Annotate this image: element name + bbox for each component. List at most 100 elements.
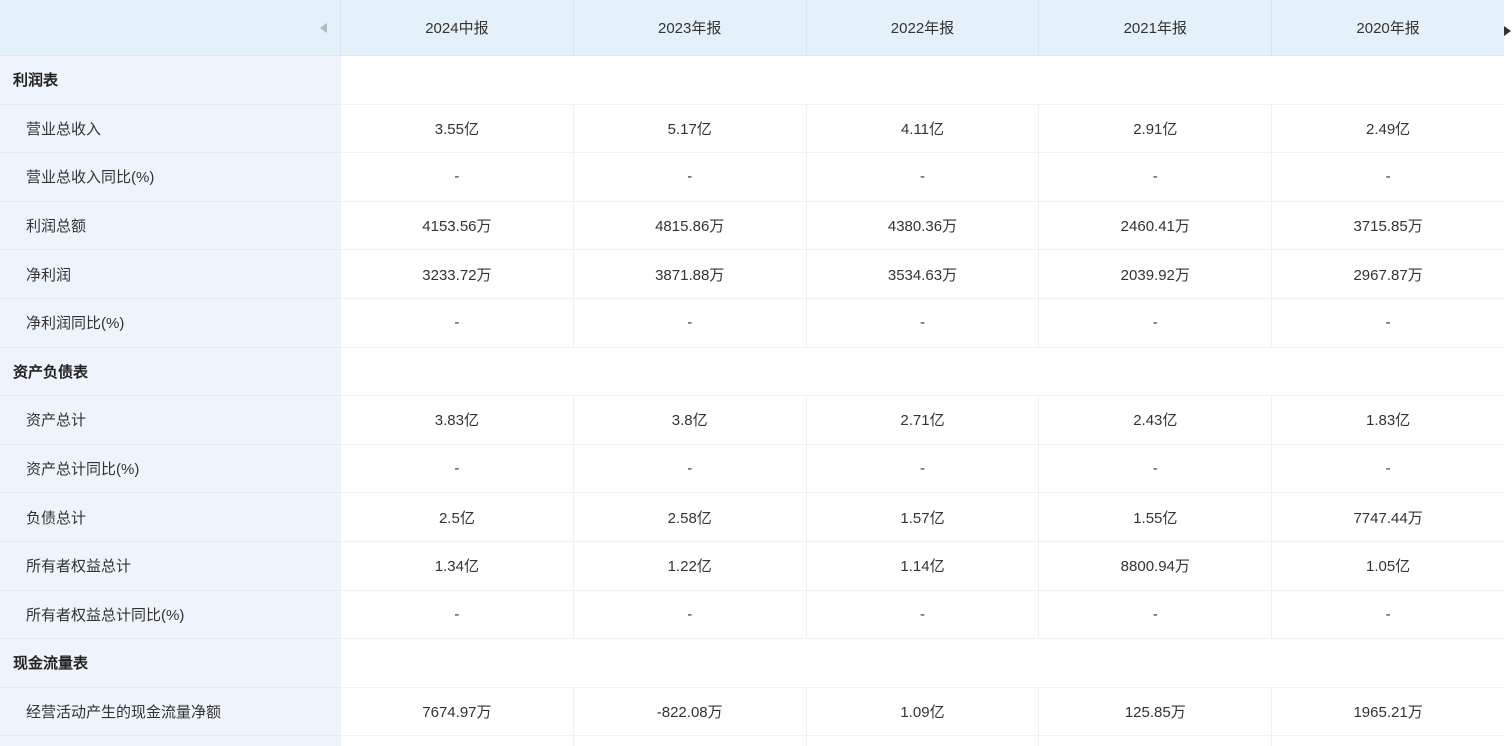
value-cell: 4.11亿 [805, 104, 1039, 154]
table-row: 资产总计同比(%) - - - - - [0, 444, 1504, 494]
value-cell: 1965.21万 [1271, 687, 1504, 737]
prev-period-arrow-icon[interactable] [320, 22, 327, 33]
value-cell: - [340, 590, 573, 640]
row-label: 所有者权益总计同比(%) [0, 590, 340, 640]
value-cell: - [1271, 298, 1504, 348]
value-cell: 7674.97万 [340, 687, 573, 737]
value-cell: 3871.88万 [572, 250, 806, 299]
row-label: 营业总收入 [0, 104, 340, 154]
table-row: 所有者权益总计同比(%) - - - - - [0, 590, 1504, 640]
value-cell: 2967.87万 [1271, 250, 1504, 299]
value-cell: 1.05亿 [1271, 541, 1504, 591]
table-row: 资产总计 3.83亿 3.8亿 2.71亿 2.43亿 1.83亿 [0, 396, 1504, 445]
section-row: 资产负债表 [0, 347, 1504, 397]
value-cell: 1.55亿 [1038, 493, 1272, 542]
value-cell: 2.91亿 [1038, 104, 1272, 154]
value-cell: 1.09亿 [805, 687, 1039, 737]
table-row: 负债总计 2.5亿 2.58亿 1.57亿 1.55亿 7747.44万 [0, 493, 1504, 542]
value-cell: 1.83亿 [1271, 396, 1504, 445]
value-cell: - [340, 298, 573, 348]
value-cell: - [572, 298, 806, 348]
value-cell: - [572, 444, 806, 494]
row-label: 净利润 [0, 250, 340, 299]
table-row: 经营活动产生的现金流量净额 7674.97万 -822.08万 1.09亿 125.85… [0, 687, 1504, 737]
row-label: 资产总计同比(%) [0, 444, 340, 494]
row-label: 资产总计 [0, 396, 340, 445]
value-cell: 1.14亿 [805, 541, 1039, 591]
table-corner-cell [0, 0, 340, 56]
value-cell: - [805, 298, 1039, 348]
right-gutter [1504, 0, 1512, 746]
value-cell: 1.34亿 [340, 541, 573, 591]
row-label: 净利润同比(%) [0, 298, 340, 348]
value-cell: 2.49亿 [1271, 104, 1504, 154]
row-label: 营业总收入同比(%) [0, 153, 340, 202]
value-cell: - [805, 590, 1039, 640]
value-cell: - [340, 153, 573, 202]
value-cell: - [1038, 590, 1272, 640]
value-cell: 125.85万 [1038, 687, 1272, 737]
row-label [0, 736, 340, 746]
period-header-cell[interactable]: 2020年报 [1271, 0, 1504, 56]
value-cell: 2.5亿 [340, 493, 573, 542]
value-cell: 7747.44万 [1271, 493, 1504, 542]
value-cell: 3233.72万 [340, 250, 573, 299]
value-cell: - [1038, 444, 1272, 494]
value-cell: 2.43亿 [1038, 396, 1272, 445]
table-row: 净利润同比(%) - - - - - [0, 298, 1504, 348]
value-cell: - [572, 590, 806, 640]
value-cell: 3.55亿 [340, 104, 573, 154]
table-row: 营业总收入 3.55亿 5.17亿 4.11亿 2.91亿 2.49亿 [0, 104, 1504, 154]
value-cell [805, 736, 1039, 746]
value-cell: 3715.85万 [1271, 201, 1504, 251]
value-cell: 8800.94万 [1038, 541, 1272, 591]
table-row-partial [0, 736, 1504, 746]
table-row: 净利润 3233.72万 3871.88万 3534.63万 2039.92万 2967.… [0, 250, 1504, 299]
value-cell: - [1271, 444, 1504, 494]
table-row: 所有者权益总计 1.34亿 1.22亿 1.14亿 8800.94万 1.05亿 [0, 541, 1504, 591]
section-title: 现金流量表 [0, 639, 340, 688]
value-cell: - [1038, 298, 1272, 348]
value-cell: - [572, 153, 806, 202]
value-cell [1271, 736, 1504, 746]
value-cell: - [805, 444, 1039, 494]
value-cell: 4380.36万 [805, 201, 1039, 251]
value-cell: 2039.92万 [1038, 250, 1272, 299]
next-period-arrow-icon[interactable] [1504, 26, 1511, 36]
section-title: 利润表 [0, 56, 340, 105]
value-cell: 3534.63万 [805, 250, 1039, 299]
value-cell: - [1271, 153, 1504, 202]
value-cell: - [340, 444, 573, 494]
value-cell: - [1271, 590, 1504, 640]
section-row: 现金流量表 [0, 639, 1504, 688]
section-title: 资产负债表 [0, 347, 340, 397]
section-spacer [340, 639, 1504, 688]
period-header-row: 2024中报 2023年报 2022年报 2021年报 2020年报 [0, 0, 1504, 56]
value-cell: 4153.56万 [340, 201, 573, 251]
value-cell: 1.57亿 [805, 493, 1039, 542]
value-cell: 2.58亿 [572, 493, 806, 542]
section-spacer [340, 347, 1504, 397]
value-cell: - [1038, 153, 1272, 202]
value-cell: -822.08万 [572, 687, 806, 737]
value-cell [572, 736, 806, 746]
table-row: 营业总收入同比(%) - - - - - [0, 153, 1504, 202]
period-header-cell[interactable]: 2023年报 [572, 0, 806, 56]
value-cell: 5.17亿 [572, 104, 806, 154]
row-label: 经营活动产生的现金流量净额 [0, 687, 340, 737]
row-label: 利润总额 [0, 201, 340, 251]
period-header-cell[interactable]: 2024中报 [340, 0, 573, 56]
value-cell [340, 736, 573, 746]
value-cell: 3.8亿 [572, 396, 806, 445]
period-header-cell[interactable]: 2021年报 [1038, 0, 1272, 56]
table-row: 利润总额 4153.56万 4815.86万 4380.36万 2460.41万 3715… [0, 201, 1504, 251]
section-row: 利润表 [0, 56, 1504, 105]
row-label: 负债总计 [0, 493, 340, 542]
value-cell: 4815.86万 [572, 201, 806, 251]
period-header-cell[interactable]: 2022年报 [805, 0, 1039, 56]
value-cell [1038, 736, 1272, 746]
row-label: 所有者权益总计 [0, 541, 340, 591]
value-cell: 2.71亿 [805, 396, 1039, 445]
